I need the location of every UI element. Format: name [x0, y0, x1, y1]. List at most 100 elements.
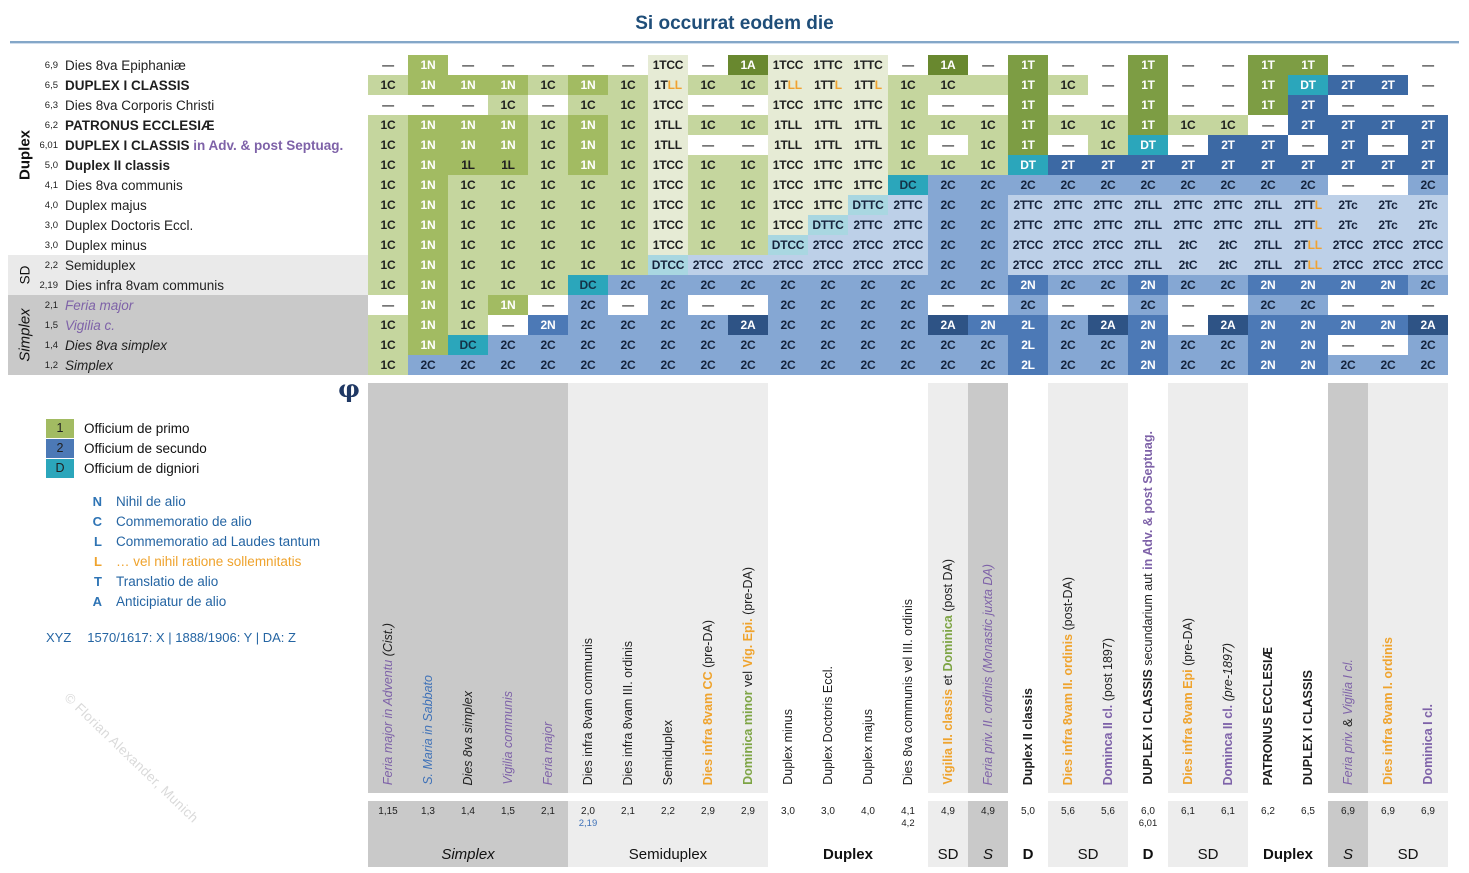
matrix-cell: 2C — [808, 335, 848, 355]
matrix-cell: 2TCC — [1008, 235, 1048, 255]
matrix-cell: 2T — [1328, 135, 1368, 155]
matrix-cell: — — [1368, 175, 1408, 195]
matrix-cell: 2T — [1288, 115, 1328, 135]
matrix-cell: 2T — [1248, 135, 1288, 155]
matrix-cell: DTCC — [648, 255, 688, 275]
matrix-cell: 1C — [568, 235, 608, 255]
row-label-text: Duplex Doctoris Eccl. — [65, 218, 193, 233]
matrix-cell: 2A — [928, 315, 968, 335]
column-label-part: Dominica minor — [741, 690, 755, 785]
matrix-cell: 1TTL — [848, 135, 888, 155]
matrix-cell: 1TTC — [808, 175, 848, 195]
column-number-cell: 2,2 — [648, 801, 688, 867]
matrix-cell: 1TCC — [648, 55, 688, 75]
matrix-cell: 2C — [808, 315, 848, 335]
column-label-cell: Dies infra 8vam III. ordinis — [608, 383, 648, 793]
column-number-cell: 4,1 4,2 — [888, 801, 928, 867]
matrix-cell: 1N — [568, 75, 608, 95]
matrix-cell: 1C — [528, 215, 568, 235]
matrix-cell: 1TCC — [648, 235, 688, 255]
matrix-cell: 1C — [968, 135, 1008, 155]
matrix-cell: 1C — [688, 175, 728, 195]
matrix-cell: — — [1408, 55, 1448, 75]
matrix-cell: — — [1168, 95, 1208, 115]
legend-note-prefix: XYZ — [46, 630, 72, 645]
matrix-cell: 2C — [648, 355, 688, 375]
matrix-cell: 1TTC — [848, 55, 888, 75]
row-number: 1,5 — [44, 319, 58, 331]
matrix-cell: 1C — [688, 115, 728, 135]
row-label-part: PATRONUS ECCLESIÆ — [65, 117, 215, 133]
matrix-cell: 2C — [968, 215, 1008, 235]
matrix-cell: 2TLL — [1248, 255, 1288, 275]
column-label-part: & — [1341, 715, 1355, 731]
legend-letter-key: C — [92, 513, 102, 529]
column-label: Duplex II classis — [1021, 688, 1035, 785]
matrix-cell: 1C — [608, 255, 648, 275]
row-label: 6,3 Dies 8va Corporis Christi — [0, 95, 368, 115]
matrix-cell: 2C — [888, 355, 928, 375]
row-label-part: Duplex majus — [65, 197, 147, 213]
column-label-part: vel — [741, 667, 755, 691]
matrix-cell: — — [1408, 75, 1448, 95]
matrix-cell: — — [1328, 335, 1368, 355]
column-label-cell: S. Maria in Sabbato — [408, 383, 448, 793]
matrix-cell: 2C — [1408, 335, 1448, 355]
column-label-cell: Dominca II cl. (pre-1897) — [1208, 383, 1248, 793]
matrix-cell: 1C — [728, 175, 768, 195]
matrix-cell: 2C — [968, 335, 1008, 355]
matrix-cell: 2T — [1168, 155, 1208, 175]
matrix-cell: 2TCC — [1408, 255, 1448, 275]
legend-letter-desc: Translatio de alio — [116, 573, 219, 589]
matrix-cell: 1N — [408, 155, 448, 175]
matrix-cell: 1C — [608, 215, 648, 235]
matrix-cell: 2TLL — [1128, 215, 1168, 235]
legend-swatch: 1 — [46, 418, 74, 438]
matrix-cell: 2C — [928, 175, 968, 195]
column-label-cell: Dominica I cl. — [1408, 383, 1448, 793]
column-label-cell: Vigilia communis — [488, 383, 528, 793]
matrix-cell: 1C — [528, 75, 568, 95]
matrix-cell: 1N — [408, 215, 448, 235]
matrix-cell: 2C — [608, 335, 648, 355]
column-label-cell: Dominica minor vel Vig. Epi. (pre-DA) — [728, 383, 768, 793]
matrix-cell: 2C — [528, 335, 568, 355]
column-label: Feria priv. II. ordinis (Monastic juxta … — [981, 564, 995, 785]
matrix-cell: — — [528, 295, 568, 315]
matrix-cell: 1C — [968, 115, 1008, 135]
row-label-text: Duplex minus — [65, 238, 147, 253]
matrix-cell: 2C — [488, 355, 528, 375]
matrix-cell: 2C — [768, 315, 808, 335]
legend-letter-row: C Commemoratio de alio — [46, 511, 320, 531]
matrix-cell-orange-suffix: LL — [667, 78, 682, 92]
column-label: PATRONUS ECCLESIÆ — [1261, 647, 1275, 785]
matrix-cell: 2C — [888, 335, 928, 355]
matrix-cell: 1C — [1168, 115, 1208, 135]
matrix-cell: 2T — [1368, 75, 1408, 95]
matrix-cell: 2T — [1048, 155, 1088, 175]
column-label-part: secundarium aut — [1141, 570, 1155, 670]
column-label-part: Feria major in Adventu — [381, 659, 395, 785]
matrix-cell: 2T — [1208, 155, 1248, 175]
matrix-cell: 2C — [768, 335, 808, 355]
matrix-cell: 2TTC — [1008, 215, 1048, 235]
matrix-cell: 1TCC — [768, 95, 808, 115]
matrix-cell: 1C — [968, 155, 1008, 175]
matrix-cell-orange-suffix: LL — [1307, 258, 1322, 272]
matrix-cell: 1TCC — [648, 175, 688, 195]
matrix-cell: 1L — [448, 155, 488, 175]
matrix-cell: 2N — [1328, 315, 1368, 335]
matrix-cell: 1TLL — [768, 135, 808, 155]
column-label-cell: Semiduplex — [648, 383, 688, 793]
matrix-cell: — — [368, 55, 408, 75]
matrix-cell: 1C — [728, 215, 768, 235]
matrix-cell: — — [688, 55, 728, 75]
column-label-cell: DUPLEX I CLASSIS — [1288, 383, 1328, 793]
matrix-cell: 2TCC — [1048, 235, 1088, 255]
matrix-cell-orange-suffix: L — [834, 78, 842, 92]
column-label-part: Vigilia communis — [501, 691, 515, 785]
matrix-cell: 1TCC — [648, 215, 688, 235]
row-label-text: Dies 8va Corporis Christi — [65, 98, 214, 113]
row-label-part: Duplex Doctoris Eccl. — [65, 217, 194, 233]
